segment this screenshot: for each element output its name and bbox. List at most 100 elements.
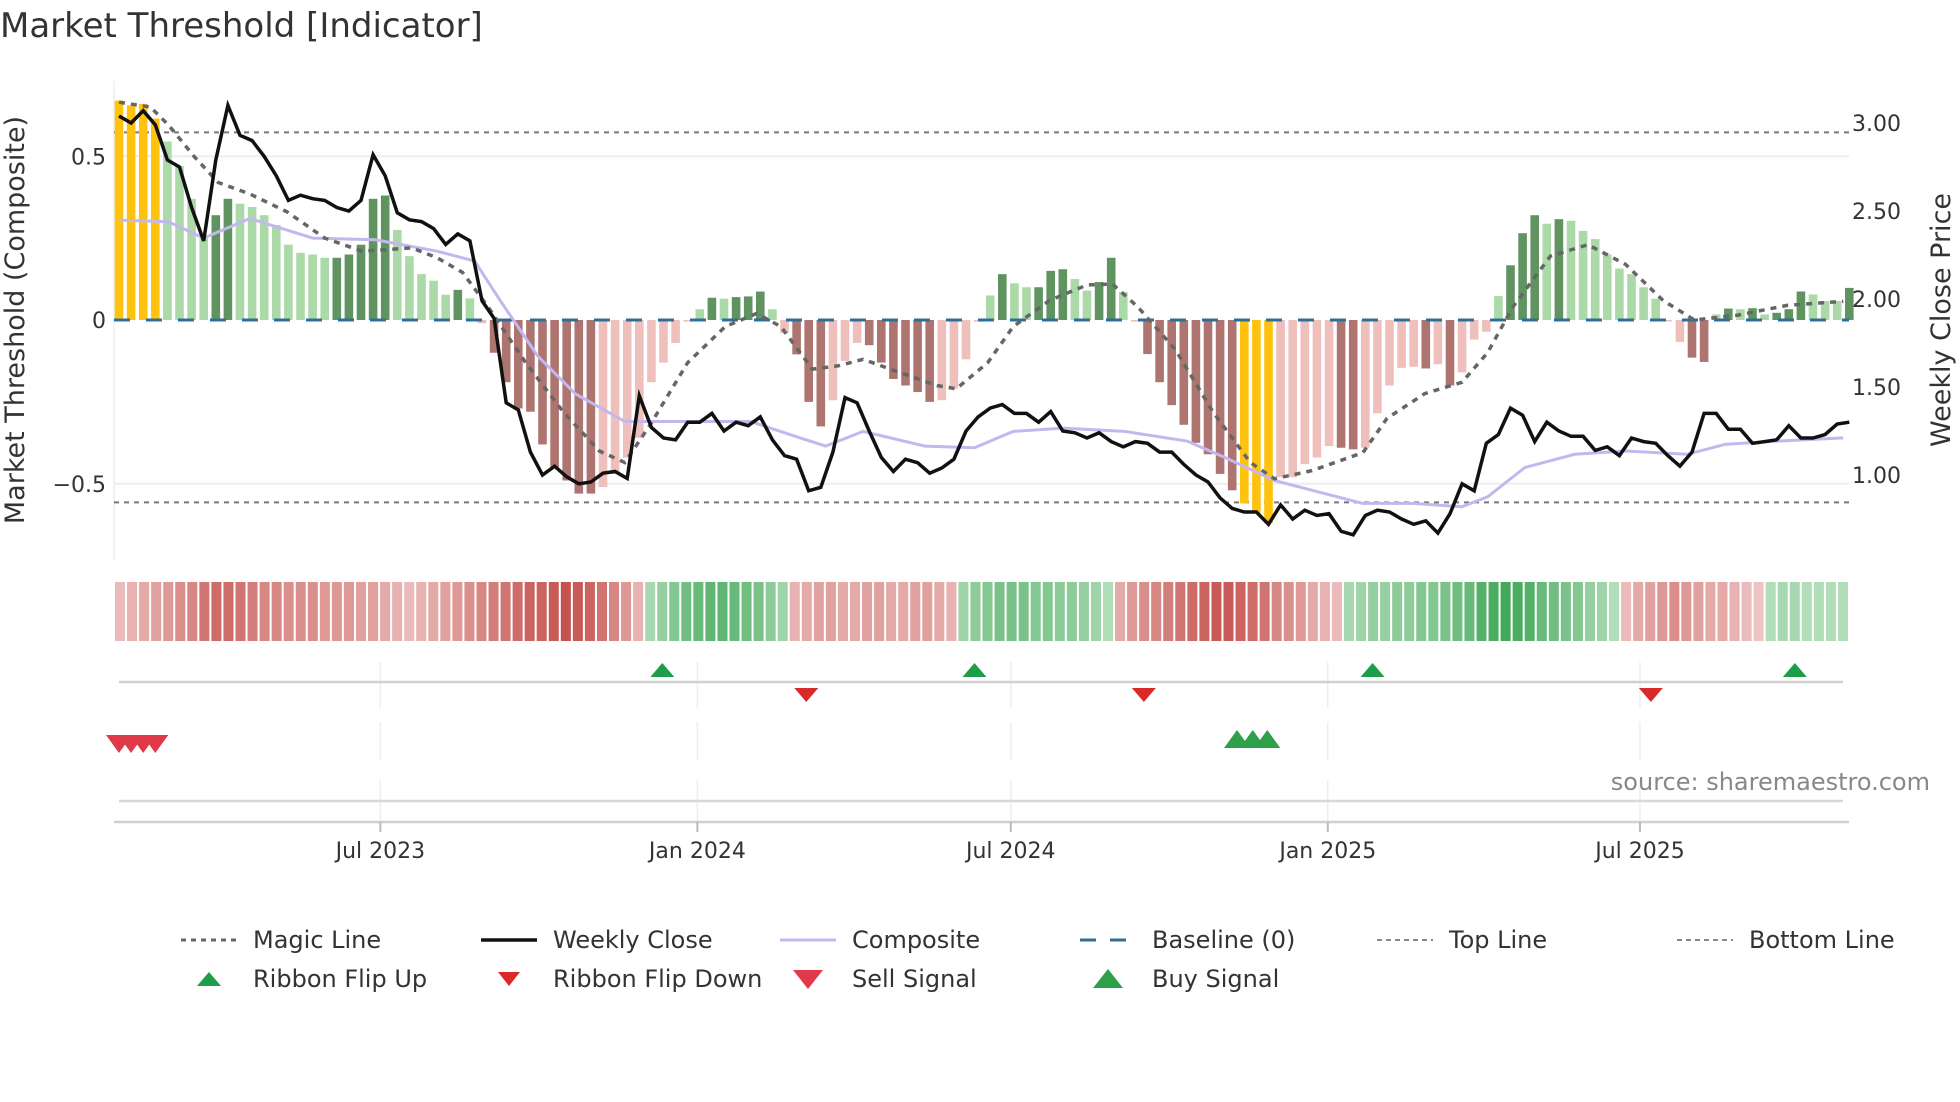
composite-bar [1058,269,1068,320]
ribbon-cell [1801,582,1812,641]
ribbon-cell [994,582,1005,641]
composite-bar [405,256,414,320]
ribbon-cell [1813,582,1824,641]
composite-bar [308,254,317,320]
ribbon-cell [331,582,342,641]
left-tick-label: 0 [92,309,106,334]
legend-top-swatch-icon [1377,939,1433,941]
composite-bar [1627,274,1636,320]
legend-label: Weekly Close [553,926,713,954]
composite-bar [1687,320,1697,358]
ribbon-cell [705,582,716,641]
ribbon-cell [500,582,511,641]
composite-bar [719,298,729,320]
composite-bar [671,320,680,343]
composite-bar [695,309,705,320]
ribbon-cell [837,582,848,641]
right-tick-label: 3.00 [1852,112,1901,137]
composite-bar [393,229,402,320]
right-tick-label: 2.00 [1852,288,1901,313]
composite-bar [1312,320,1322,458]
composite-bar [961,320,971,360]
ribbon-cell [1584,582,1595,641]
composite-bar [1506,265,1515,320]
composite-bar [526,320,535,412]
ribbon-cell [729,582,740,641]
composite-bar [1724,308,1733,320]
right-tick-label: 2.50 [1852,200,1901,225]
ribbon-cell [1223,582,1234,641]
composite-bar [332,257,342,320]
ribbon-cell [343,582,354,641]
ribbon-cell [464,582,475,641]
composite-bar [743,296,753,320]
ribbon-cell [1295,582,1306,641]
legend-label: Ribbon Flip Down [553,965,763,993]
composite-bar [1034,287,1043,320]
sell-signal-marker [142,735,169,753]
legend-close-swatch-icon [481,938,537,942]
composite-bar [1566,220,1576,320]
composite-bar [937,320,947,401]
ribbon-cell [163,582,174,641]
composite-bar [1227,320,1237,491]
ribbon-cell [187,582,198,641]
buy-signal-marker [1254,730,1281,748]
composite-bar [647,320,656,383]
legend-label: Buy Signal [1152,965,1280,993]
legend-sell-swatch-icon [793,970,823,989]
left-tick-label: −0.5 [53,473,106,498]
ribbon-cell [1199,582,1210,641]
composite-bar [175,166,184,320]
composite-bar [465,298,475,320]
composite-bar [356,244,366,320]
composite-bar [223,198,233,320]
legend-item-magic: Magic Line [179,926,381,954]
composite-bar [1022,287,1031,320]
composite-bar [1808,294,1818,320]
composite-bar [199,238,208,320]
composite-bar [550,320,559,468]
ribbon-cell [476,582,487,641]
magic-line [118,100,1844,481]
weekly-close-line [118,99,1850,537]
ribbon-cell [1030,582,1041,641]
source-credit: source: sharemaestro.com [1610,768,1930,796]
left-axis-title: Market Threshold (Composite) [0,116,31,524]
legend-label: Baseline (0) [1152,926,1296,954]
legend-item-flipdown: Ribbon Flip Down [479,965,762,993]
ribbon-cell [1500,582,1511,641]
ribbon-flip-down-marker [1638,688,1663,702]
composite-bar [1167,320,1176,406]
ribbon-cell [428,582,439,641]
ribbon-cell [1476,582,1487,641]
composite-bar [235,203,245,320]
composite-bar [731,297,741,320]
composite-bar [1179,320,1189,425]
composite-bar [1046,270,1055,320]
ribbon-cell [572,582,583,641]
composite-bar [1300,320,1310,465]
ribbon-cell [1392,582,1403,641]
ribbon-cell [1765,582,1776,641]
composite-bar [1143,320,1152,355]
ribbon-cell [1548,582,1559,641]
ribbon-cell [1283,582,1294,641]
composite-bar [1615,268,1624,320]
composite-bar [1336,320,1346,448]
composite-bar [598,320,608,488]
composite-bar [780,320,789,334]
composite-bar [889,320,898,379]
ribbon-cell [958,582,969,641]
ribbon-cell [1681,582,1692,641]
composite-bar [1433,320,1443,365]
composite-bar [126,105,136,320]
composite-bar [211,215,221,320]
x-tick-label: Jul 2024 [964,839,1056,864]
composite-bar [828,320,838,401]
composite-bar [1131,320,1140,322]
composite-bar [1252,320,1261,514]
legend-item-bottom: Bottom Line [1675,926,1895,954]
composite-bar [1348,320,1358,450]
composite-bar [114,100,124,320]
